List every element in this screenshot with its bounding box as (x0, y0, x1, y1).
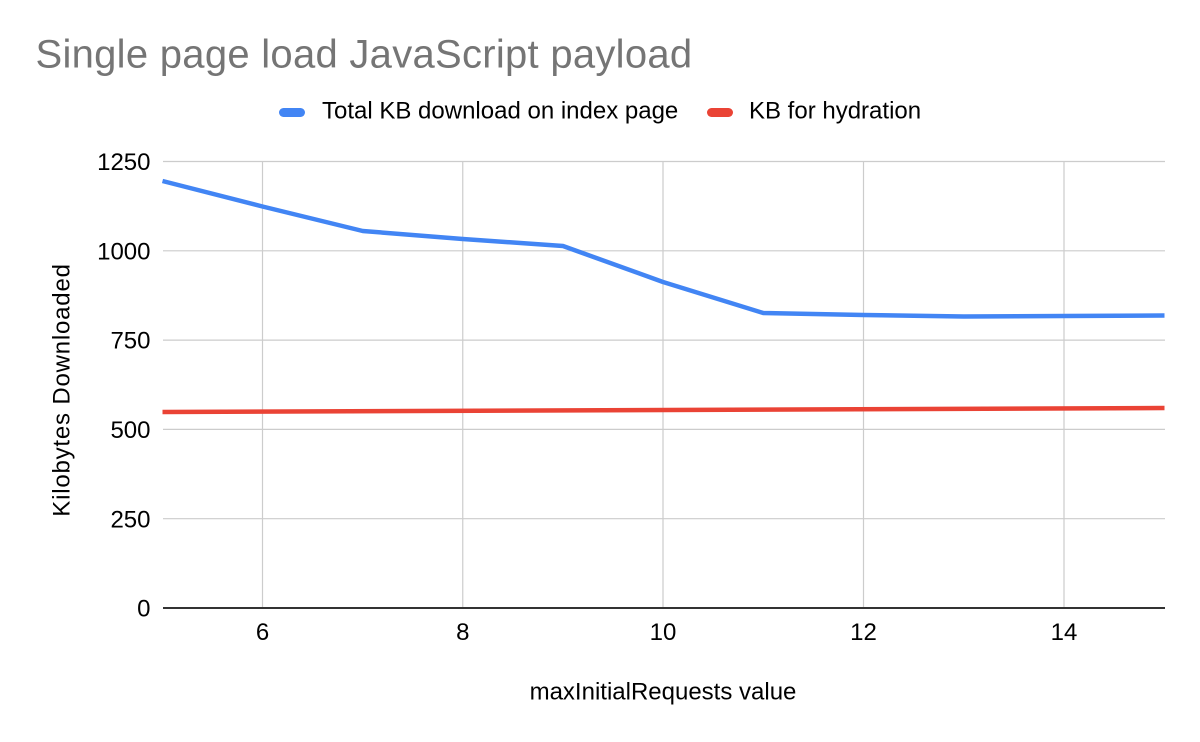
svg-text:1250: 1250 (97, 149, 150, 176)
svg-text:1000: 1000 (97, 238, 150, 265)
svg-text:KB for hydration: KB for hydration (749, 98, 921, 125)
svg-text:14: 14 (1051, 619, 1078, 646)
svg-text:Total KB download on index pag: Total KB download on index page (322, 98, 678, 125)
svg-text:12: 12 (850, 619, 877, 646)
svg-text:250: 250 (110, 506, 150, 533)
svg-text:Single page load JavaScript pa: Single page load JavaScript payload (36, 33, 693, 77)
svg-text:Kilobytes Downloaded: Kilobytes Downloaded (49, 263, 76, 516)
svg-text:0: 0 (137, 596, 150, 623)
svg-text:maxInitialRequests value: maxInitialRequests value (530, 679, 797, 706)
svg-text:6: 6 (256, 619, 269, 646)
svg-text:500: 500 (110, 417, 150, 444)
svg-text:8: 8 (456, 619, 469, 646)
svg-text:750: 750 (110, 328, 150, 355)
svg-text:10: 10 (650, 619, 677, 646)
